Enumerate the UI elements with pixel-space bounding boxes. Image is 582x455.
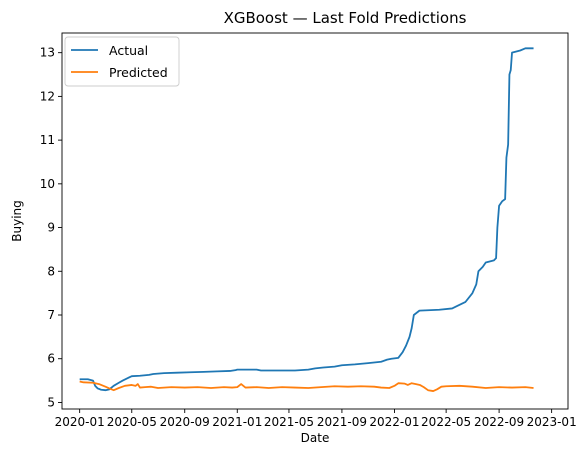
x-tick-label: 2021-01 (212, 415, 262, 429)
legend-label-predicted: Predicted (109, 65, 168, 80)
x-tick-label: 2021-05 (264, 415, 314, 429)
y-tick-label: 6 (47, 352, 55, 366)
y-tick-label: 5 (47, 395, 55, 409)
axes-frame (61, 32, 569, 410)
y-tick-label: 10 (40, 177, 55, 191)
y-axis: 5 6 7 8 9 10 11 12 13 (40, 46, 62, 409)
x-tick-label: 2022-05 (421, 415, 471, 429)
chart-title: XGBoost — Last Fold Predictions (224, 9, 467, 27)
x-tick-label: 2023-01 (527, 415, 577, 429)
y-tick-label: 9 (47, 221, 55, 235)
x-axis-label: Date (301, 431, 330, 445)
y-tick-label: 8 (47, 264, 55, 278)
y-tick-label: 12 (40, 89, 55, 103)
legend: Actual Predicted (64, 36, 180, 87)
plot-area (79, 47, 534, 392)
x-tick-label: 2020-09 (160, 415, 210, 429)
y-axis-label: Buying (10, 200, 24, 242)
x-tick-label: 2020-05 (107, 415, 157, 429)
y-tick-label: 7 (47, 308, 55, 322)
legend-label-actual: Actual (109, 43, 148, 58)
series-line-predicted (79, 380, 534, 392)
x-tick-label: 2020-01 (55, 415, 105, 429)
x-tick-label: 2021-09 (317, 415, 367, 429)
x-tick-label: 2022-09 (474, 415, 524, 429)
x-axis: 2020-01 2020-05 2020-09 2021-01 2021-05 2021-… (55, 409, 577, 429)
x-tick-label: 2022-01 (369, 415, 419, 429)
series-line-actual (79, 47, 534, 392)
y-tick-label: 11 (40, 133, 55, 147)
y-tick-label: 13 (40, 46, 55, 60)
